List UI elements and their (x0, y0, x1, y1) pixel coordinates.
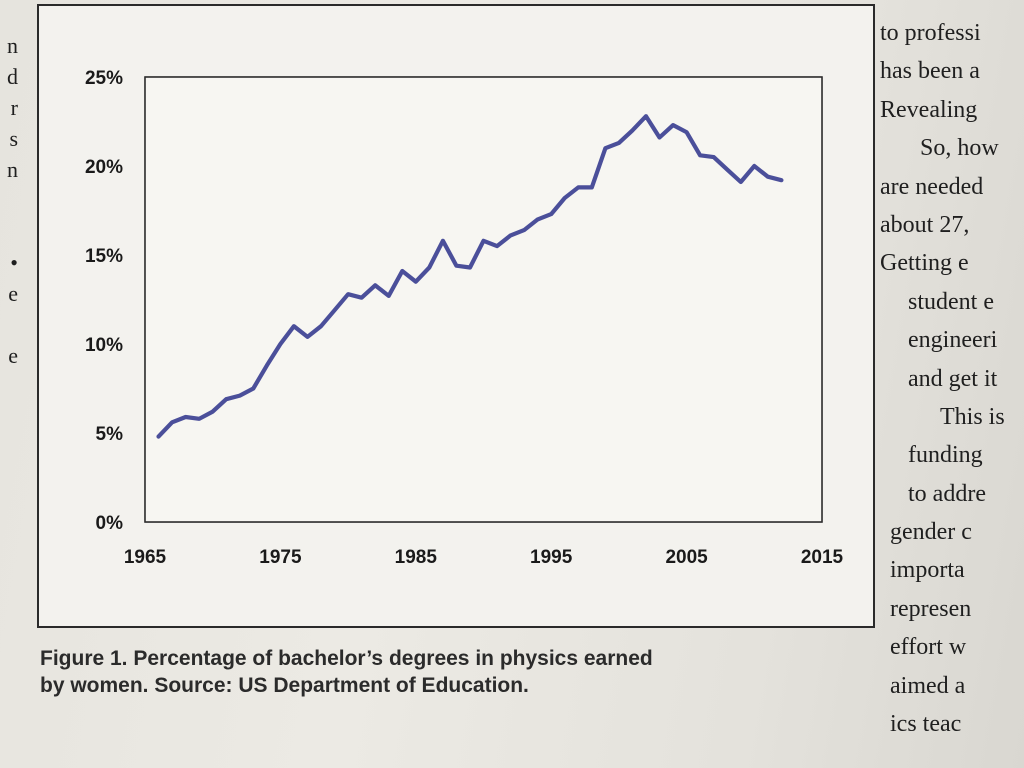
data-point (549, 212, 553, 216)
left-text-fragment: r (10, 95, 18, 120)
right-text-line: has been a (880, 58, 980, 85)
line-chart: 0% 5% 10% 15% 20% 25% 1965 1975 1985 1995 2005 2015 (85, 68, 844, 568)
right-text-line: to professi (880, 20, 981, 46)
tick-labels: 0% 5% 10% 15% 20% 25% 1965 1975 1985 1995 2005 2015 (85, 68, 844, 568)
data-point (630, 128, 635, 132)
data-point (739, 180, 743, 184)
right-text-line: aimed a (890, 672, 966, 699)
data-point (468, 265, 472, 270)
right-text-line: student e (908, 288, 994, 315)
x-tick-label: 1985 (395, 547, 438, 568)
y-tick-label: 20% (85, 157, 123, 178)
data-point (332, 308, 337, 312)
right-text-line: gender c (890, 519, 972, 546)
data-point (576, 185, 580, 189)
x-tick-label: 1995 (530, 547, 573, 568)
y-tick-label: 15% (85, 246, 123, 267)
data-point (617, 141, 621, 145)
data-point (657, 135, 662, 140)
data-point (698, 153, 702, 157)
data-point (251, 386, 255, 391)
data-point (522, 228, 526, 232)
left-text-fragment: n (7, 33, 18, 58)
right-text-line: are needed (880, 173, 984, 200)
data-point (441, 239, 445, 243)
y-tick-label: 0% (96, 513, 124, 534)
y-tick-label: 25% (85, 68, 123, 89)
right-text-line: funding (908, 442, 983, 469)
right-text-line: Getting e (880, 250, 969, 277)
data-point (427, 265, 431, 270)
x-tick-label: 2015 (801, 547, 844, 568)
right-text-line: to addre (908, 480, 986, 507)
data-point (685, 130, 689, 134)
x-tick-label: 2005 (665, 547, 708, 568)
data-point (278, 342, 282, 346)
data-point (292, 324, 296, 328)
data-point (508, 233, 513, 238)
y-tick-label: 10% (85, 335, 123, 356)
data-point (400, 269, 404, 273)
data-point (766, 175, 770, 179)
right-text-line: effort w (890, 634, 967, 661)
data-point (197, 417, 201, 421)
data-point (712, 155, 716, 159)
plot-background (145, 77, 822, 522)
data-point (211, 410, 215, 414)
left-text-fragment: • (10, 250, 18, 275)
data-point (305, 335, 310, 339)
data-point (156, 434, 161, 439)
y-tick-label: 5% (96, 424, 124, 445)
right-column-text: to professi has been a Revealing So, how are… (880, 14, 1024, 743)
right-text-line: and get it (908, 365, 998, 392)
caption-line-1: Figure 1. Percentage of bachelor’s degre… (40, 647, 653, 670)
data-point (319, 324, 323, 328)
data-point (536, 217, 540, 221)
left-text-fragment: s (9, 126, 18, 151)
right-text-line: about 27, (880, 211, 970, 238)
data-point (481, 239, 486, 243)
plot-area (144, 76, 823, 523)
right-text-line: This is (940, 403, 1005, 430)
data-point (603, 146, 607, 150)
data-point (495, 244, 499, 248)
data-point (238, 394, 242, 398)
data-point (752, 164, 756, 168)
data-point (387, 294, 391, 298)
right-text-line: represen (890, 595, 972, 622)
left-text-fragment: d (7, 64, 18, 89)
right-text-line: ics teac (890, 711, 962, 738)
right-text-line: engineeri (908, 327, 998, 354)
data-point (671, 123, 675, 127)
right-text-line: Revealing (880, 96, 978, 123)
data-point (590, 185, 594, 189)
figure-caption: Figure 1. Percentage of bachelor’s degre… (40, 645, 890, 699)
data-point (414, 280, 418, 284)
series-layer (156, 114, 784, 439)
left-text-fragment: n (7, 157, 18, 182)
data-point (346, 292, 350, 296)
x-tick-label: 1965 (124, 547, 167, 568)
plot-border (144, 76, 823, 523)
data-point (360, 296, 364, 300)
right-text-line: importa (890, 557, 965, 584)
left-text-fragment: e (8, 281, 18, 306)
data-point (184, 415, 188, 419)
data-point (454, 264, 459, 268)
data-point (170, 420, 174, 424)
data-point (563, 196, 567, 200)
data-point (779, 178, 783, 182)
left-column-text: n d r s n • e e (0, 30, 24, 371)
data-point (725, 167, 729, 172)
right-text-line: So, how (920, 135, 999, 162)
data-point (644, 114, 648, 118)
data-point (265, 363, 269, 367)
x-tick-label: 1975 (259, 547, 302, 568)
data-point (224, 397, 228, 401)
data-point (373, 283, 377, 287)
caption-line-2: by women. Source: US Department of Educa… (40, 674, 529, 697)
left-text-fragment: e (8, 343, 18, 368)
